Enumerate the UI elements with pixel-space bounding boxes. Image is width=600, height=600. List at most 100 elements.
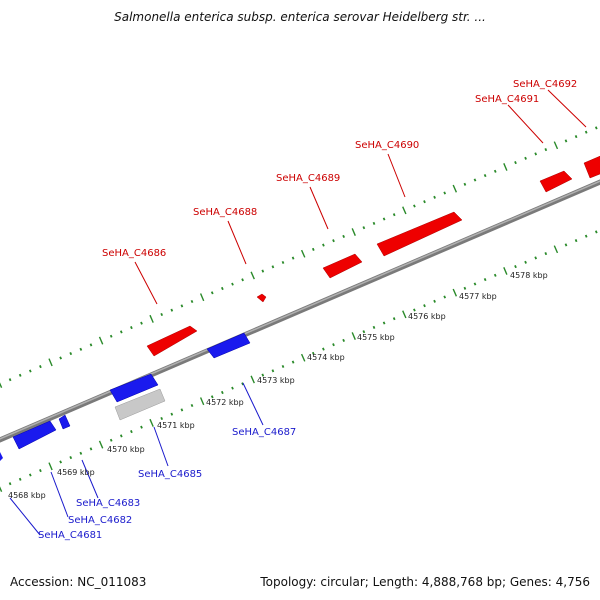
gene-label-SeHA_C4689[interactable]: SeHA_C4689	[276, 173, 340, 184]
inner-ruler-major-tick	[0, 486, 3, 492]
outer-ruler-minor-tick	[534, 152, 538, 156]
outer-ruler-minor-tick	[594, 126, 598, 130]
inner-ruler-minor-tick	[392, 317, 396, 321]
outer-ruler-major-tick	[149, 314, 154, 323]
inner-ruler-minor-tick	[170, 412, 174, 416]
inner-ruler-minor-tick	[413, 308, 416, 312]
outer-ruler-minor-tick	[362, 226, 366, 230]
outer-ruler-major-tick	[199, 293, 205, 302]
inner-ruler-minor-tick	[564, 243, 568, 247]
inner-ruler-minor-tick	[241, 382, 244, 386]
inner-ruler-minor-tick	[18, 477, 22, 481]
inner-ruler-major-tick	[351, 332, 356, 340]
gene-arrow-SeHA_C4683[interactable]	[58, 414, 71, 430]
outer-ruler-minor-tick	[59, 356, 63, 360]
outer-ruler-minor-tick	[119, 330, 123, 334]
scale-label-4575: 4575 kbp	[357, 333, 395, 342]
outer-ruler-minor-tick	[524, 156, 527, 160]
inner-ruler-minor-tick	[544, 252, 548, 256]
gene-arrow-SeHA_C4692[interactable]	[583, 154, 600, 179]
outer-ruler-minor-tick	[322, 243, 325, 247]
scale-label-4576: 4576 kbp	[408, 312, 446, 321]
outer-ruler-major-tick	[0, 382, 3, 388]
accession-text: Accession: NC_011083	[10, 575, 147, 589]
inner-ruler-minor-tick	[524, 260, 527, 264]
outer-ruler-minor-tick	[271, 265, 275, 269]
inner-ruler-minor-tick	[332, 343, 335, 347]
inner-ruler-major-tick	[452, 288, 458, 297]
inner-ruler-minor-tick	[311, 351, 315, 355]
inner-ruler-minor-tick	[261, 373, 265, 377]
gene-arrow-SeHA_C4685[interactable]	[109, 373, 159, 403]
outer-ruler-minor-tick	[241, 278, 244, 282]
inner-ruler-minor-tick	[322, 347, 325, 351]
inner-ruler-minor-tick	[119, 434, 123, 438]
outer-ruler-minor-tick	[261, 269, 265, 273]
inner-ruler-major-tick	[300, 353, 306, 362]
gene-arrow-SeHA_C4687[interactable]	[206, 332, 251, 359]
gene-label-SeHA_C4682[interactable]: SeHA_C4682	[68, 515, 132, 526]
gene-label-SeHA_C4690[interactable]: SeHA_C4690	[355, 140, 419, 151]
inner-ruler-minor-tick	[130, 430, 133, 434]
inner-ruler-minor-tick	[473, 282, 477, 286]
scale-label-4568: 4568 kbp	[8, 491, 46, 500]
outer-ruler-minor-tick	[28, 369, 32, 373]
scale-label-4569: 4569 kbp	[57, 468, 95, 477]
gene-label-SeHA_C4686[interactable]: SeHA_C4686	[102, 248, 166, 259]
scale-label-4572: 4572 kbp	[206, 398, 244, 407]
gene-arrow-SeHA_C4688[interactable]	[256, 293, 267, 303]
gene-label-SeHA_C4681[interactable]: SeHA_C4681	[38, 530, 102, 541]
inner-ruler-minor-tick	[69, 456, 73, 460]
outer-ruler-major-tick	[452, 184, 458, 193]
connector-SeHA_C4683	[81, 459, 99, 499]
connector-SeHA_C4686	[134, 261, 158, 305]
inner-ruler-minor-tick	[109, 438, 113, 442]
gene-label-SeHA_C4685[interactable]: SeHA_C4685	[138, 469, 202, 480]
gene-label-SeHA_C4683[interactable]: SeHA_C4683	[76, 498, 140, 509]
genome-backbone-highlight	[0, 180, 600, 440]
gene-arrow-SeHA_C4690[interactable]	[376, 211, 463, 257]
scale-label-4574: 4574 kbp	[307, 353, 345, 362]
inner-ruler-minor-tick	[79, 451, 83, 455]
inner-ruler-minor-tick	[291, 360, 295, 364]
gene-label-SeHA_C4688[interactable]: SeHA_C4688	[193, 207, 257, 218]
inner-ruler-minor-tick	[584, 234, 588, 238]
connector-SeHA_C4685	[153, 426, 169, 467]
inner-ruler-minor-tick	[89, 447, 93, 451]
inner-ruler-minor-tick	[342, 338, 346, 342]
outer-ruler-minor-tick	[291, 256, 295, 260]
inner-ruler-minor-tick	[594, 230, 598, 234]
gene-label-SeHA_C4691[interactable]: SeHA_C4691	[475, 94, 539, 105]
gene-label-SeHA_C4692[interactable]: SeHA_C4692	[513, 79, 577, 90]
gene-label-SeHA_C4687[interactable]: SeHA_C4687	[232, 427, 296, 438]
inner-ruler-minor-tick	[382, 321, 386, 325]
outer-ruler-minor-tick	[423, 200, 426, 204]
inner-ruler-minor-tick	[28, 473, 32, 477]
outer-ruler-minor-tick	[69, 352, 73, 356]
inner-ruler-minor-tick	[140, 425, 143, 429]
outer-ruler-minor-tick	[210, 291, 214, 295]
gene-arrow-SeHA_C4686[interactable]	[146, 325, 198, 357]
outer-ruler-minor-tick	[372, 221, 376, 225]
scale-label-4573: 4573 kbp	[257, 376, 295, 385]
gene-arrow-SeHA_C4691[interactable]	[539, 170, 573, 193]
outer-ruler-major-tick	[351, 228, 356, 236]
outer-ruler-minor-tick	[180, 304, 184, 308]
inner-tick-ruler	[0, 230, 598, 492]
gray-feature-bar[interactable]	[114, 388, 166, 421]
outer-ruler-minor-tick	[483, 174, 487, 178]
inner-ruler-minor-tick	[534, 256, 538, 260]
outer-ruler-minor-tick	[463, 182, 467, 186]
gene-arrow-reverse-left-edge[interactable]	[0, 452, 3, 461]
gene-arrow-SeHA_C4682[interactable]	[12, 420, 57, 450]
inner-ruler-minor-tick	[514, 265, 517, 269]
outer-ruler-minor-tick	[342, 234, 346, 238]
inner-ruler-major-tick	[250, 375, 255, 384]
outer-ruler-minor-tick	[220, 286, 224, 291]
connector-SeHA_C4682	[50, 471, 69, 518]
outer-ruler-minor-tick	[79, 347, 83, 351]
inner-ruler-minor-tick	[180, 408, 184, 412]
outer-ruler-minor-tick	[130, 326, 133, 330]
gene-arrow-SeHA_C4689[interactable]	[322, 253, 363, 279]
outer-ruler-minor-tick	[170, 308, 174, 312]
